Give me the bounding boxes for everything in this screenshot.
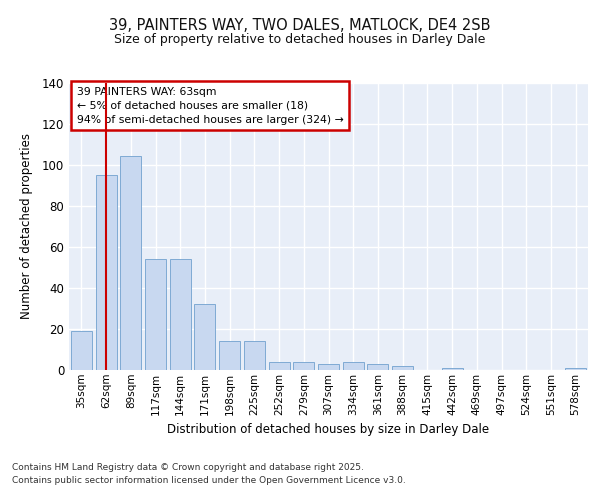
Bar	[269, 362, 290, 370]
Bar	[219, 341, 240, 370]
Text: Size of property relative to detached houses in Darley Dale: Size of property relative to detached ho…	[115, 32, 485, 46]
Bar	[120, 156, 141, 370]
Bar	[367, 364, 388, 370]
Bar	[95, 175, 116, 370]
Bar	[442, 368, 463, 370]
X-axis label: Distribution of detached houses by size in Darley Dale: Distribution of detached houses by size …	[167, 423, 490, 436]
Bar	[565, 368, 586, 370]
Bar	[293, 362, 314, 370]
Bar	[244, 341, 265, 370]
Text: Contains public sector information licensed under the Open Government Licence v3: Contains public sector information licen…	[12, 476, 406, 485]
Bar	[170, 259, 191, 370]
Bar	[392, 366, 413, 370]
Text: 39, PAINTERS WAY, TWO DALES, MATLOCK, DE4 2SB: 39, PAINTERS WAY, TWO DALES, MATLOCK, DE…	[109, 18, 491, 34]
Text: 39 PAINTERS WAY: 63sqm
← 5% of detached houses are smaller (18)
94% of semi-deta: 39 PAINTERS WAY: 63sqm ← 5% of detached …	[77, 87, 344, 125]
Bar	[145, 259, 166, 370]
Bar	[71, 331, 92, 370]
Bar	[194, 304, 215, 370]
Text: Contains HM Land Registry data © Crown copyright and database right 2025.: Contains HM Land Registry data © Crown c…	[12, 464, 364, 472]
Bar	[318, 364, 339, 370]
Bar	[343, 362, 364, 370]
Y-axis label: Number of detached properties: Number of detached properties	[20, 133, 34, 320]
